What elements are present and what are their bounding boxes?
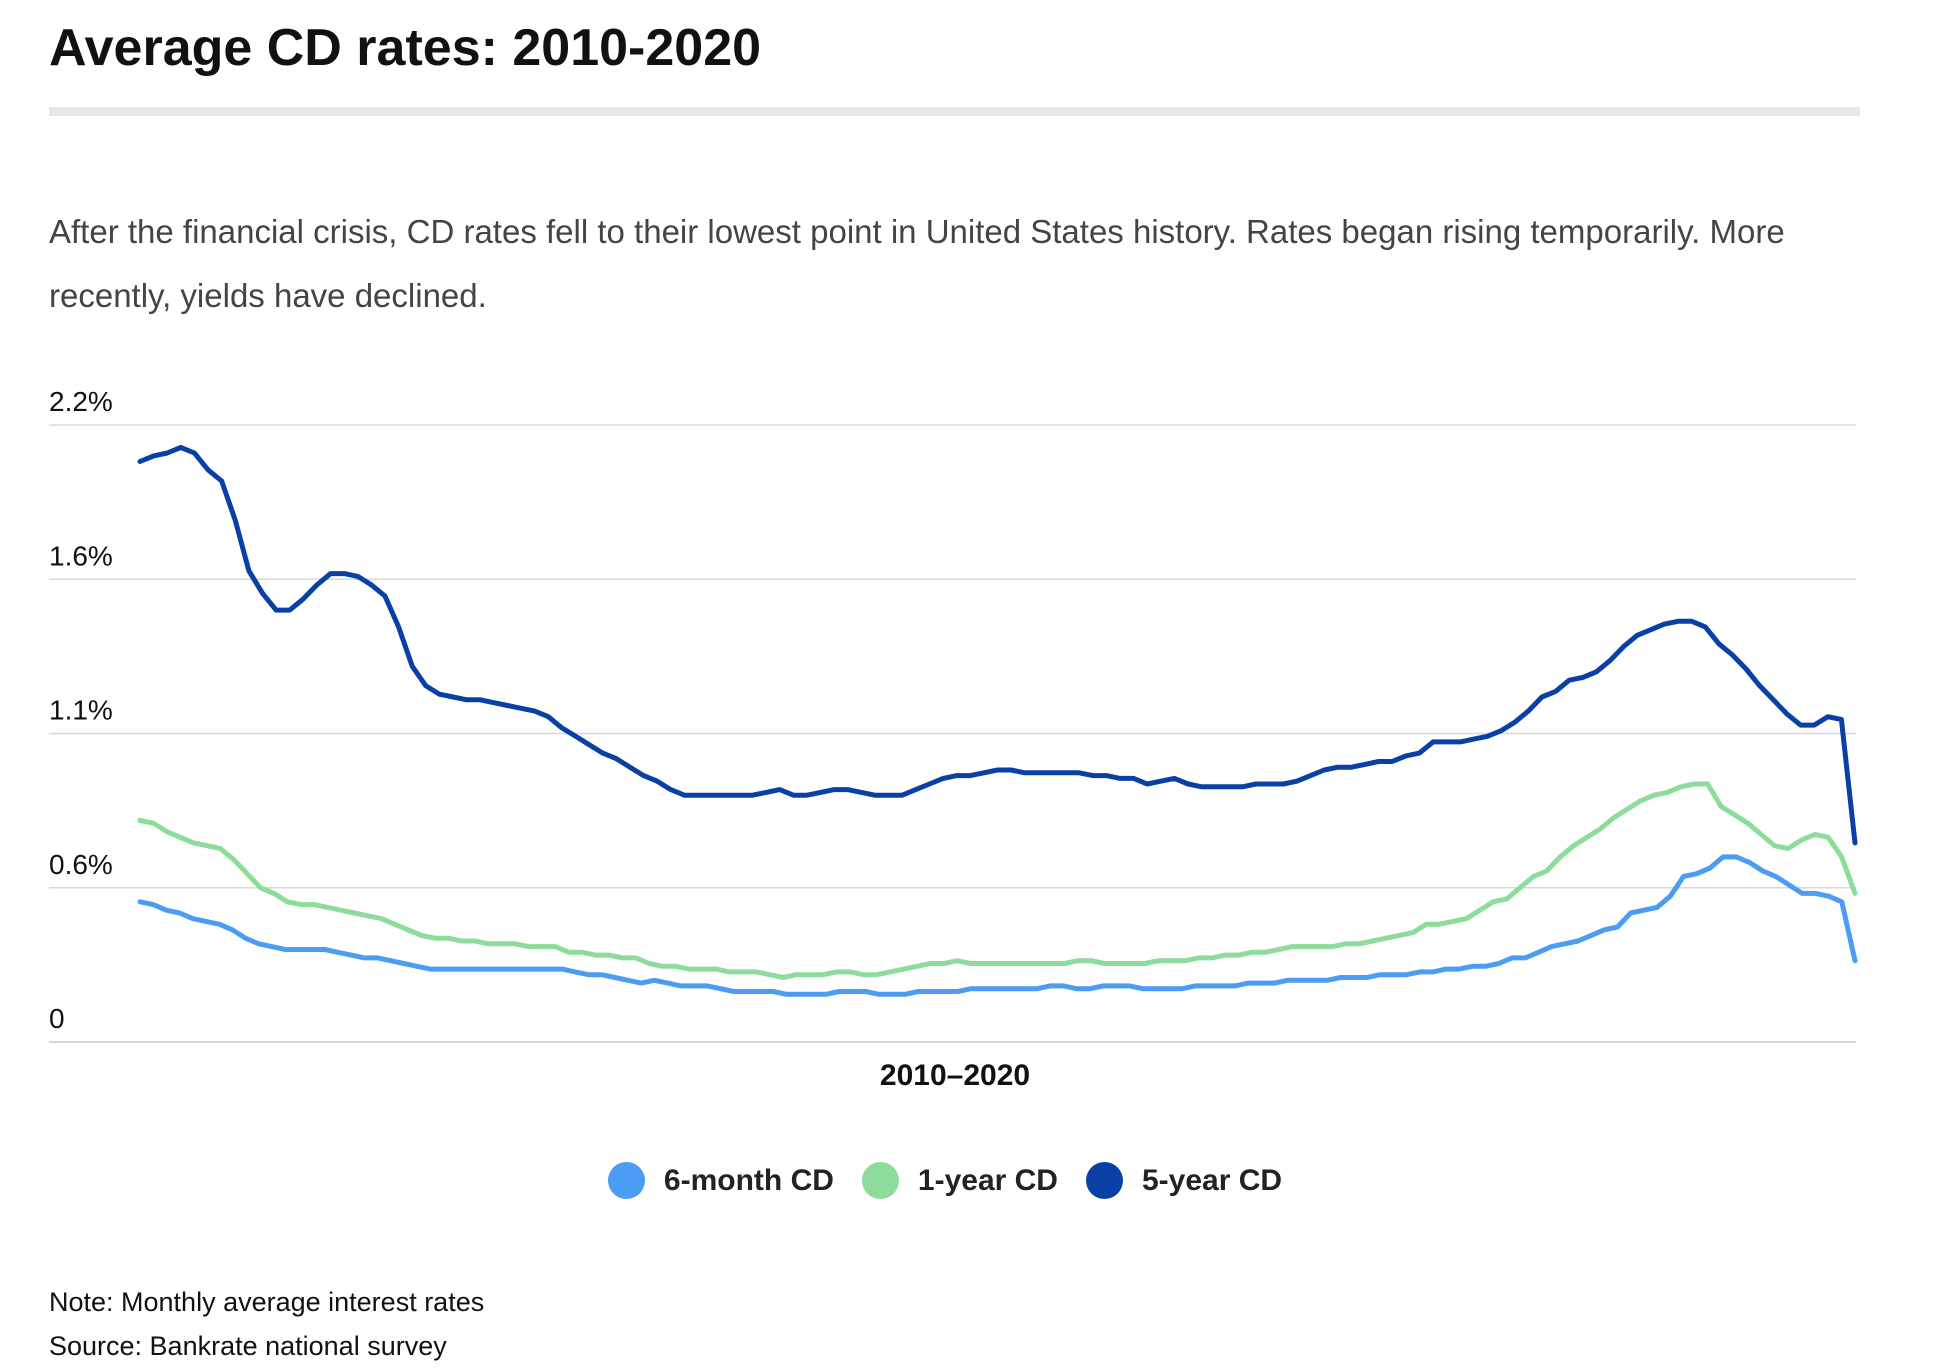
y-tick-label: 0.6% bbox=[49, 849, 113, 880]
series-line-1-year bbox=[137, 781, 1858, 980]
legend-label-6-month: 6-month CD bbox=[663, 1163, 834, 1197]
legend-swatch-1-year bbox=[861, 1162, 899, 1199]
legend-item-5-year[interactable]: 5-year CD bbox=[1085, 1162, 1283, 1199]
y-tick-label: 1.1% bbox=[49, 695, 113, 726]
legend-label-1-year: 1-year CD bbox=[917, 1163, 1058, 1197]
y-tick-label: 1.6% bbox=[49, 540, 113, 571]
legend-item-6-month[interactable]: 6-month CD bbox=[607, 1162, 834, 1199]
legend-item-1-year[interactable]: 1-year CD bbox=[861, 1162, 1058, 1199]
title-divider bbox=[49, 107, 1860, 116]
x-axis-title: 2010–2020 bbox=[880, 1059, 1030, 1092]
chart-title: Average CD rates: 2010-2020 bbox=[49, 19, 762, 77]
chart-description: After the financial crisis, CD rates fel… bbox=[49, 213, 1785, 314]
legend-swatch-6-month bbox=[607, 1162, 645, 1199]
footnote-note: Note: Monthly average interest rates bbox=[49, 1287, 485, 1317]
chart-legend: 6-month CD 1-year CD 5-year CD bbox=[0, 1162, 1890, 1199]
chart-footnotes: Note: Monthly average interest rates Sou… bbox=[49, 1280, 484, 1368]
y-axis-ticks: 0 0.6% 1.1% 1.6% 2.2% bbox=[49, 386, 113, 1034]
footnote-source: Source: Bankrate national survey bbox=[49, 1331, 447, 1361]
y-tick-label: 2.2% bbox=[49, 386, 113, 417]
series-lines bbox=[137, 444, 1858, 997]
legend-swatch-5-year bbox=[1085, 1162, 1123, 1199]
gridlines bbox=[49, 424, 1856, 1043]
series-line-5-year bbox=[137, 444, 1858, 846]
series-line-6-month bbox=[137, 854, 1858, 997]
y-tick-label: 0 bbox=[49, 1003, 65, 1034]
legend-label-5-year: 5-year CD bbox=[1141, 1163, 1283, 1197]
line-chart: 0 0.6% 1.1% 1.6% 2.2% 2010–2020 bbox=[49, 386, 1858, 1092]
